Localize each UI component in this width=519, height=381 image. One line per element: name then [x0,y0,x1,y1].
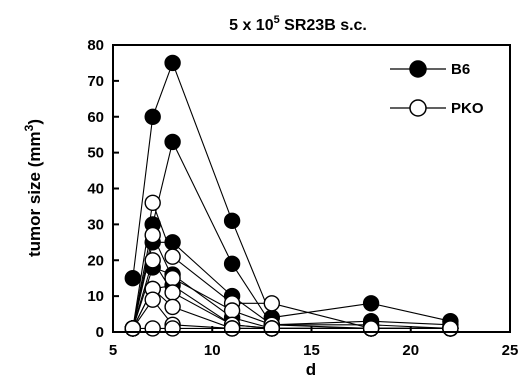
legend-label-b6: B6 [451,61,470,78]
point-b6 [164,54,181,72]
point-b6 [144,108,161,126]
point-pko [164,320,181,337]
series-line-b6-2 [132,140,451,329]
y-tick-label: 10 [87,288,104,305]
point-b6 [164,234,181,251]
point-pko [223,302,241,319]
point-pko [164,270,181,287]
point-pko [144,194,161,212]
y-tick-label: 40 [87,181,104,198]
point-pko [144,291,161,308]
point-pko [442,320,459,337]
y-tick-label: 50 [87,145,104,162]
point-pko [144,252,161,269]
series-lines [132,61,451,329]
y-tick-label: 60 [87,109,104,126]
point-pko [164,298,181,316]
y-tick-label: 80 [87,37,104,54]
y-tick-label: 70 [87,73,104,90]
point-pko [164,284,181,301]
point-b6 [164,133,181,151]
point-pko [164,248,181,265]
point-b6 [223,212,241,230]
y-tick-label: 0 [96,324,104,341]
point-pko [144,320,161,337]
legend: B6 PKO [390,60,484,117]
x-tick-label: 5 [109,342,117,359]
legend-label-pko: PKO [451,100,484,117]
point-pko [124,320,142,337]
y-axis-label: tumor size (mm3) [22,119,44,257]
point-b6 [223,255,241,272]
markers [124,54,459,337]
x-tick-label: 20 [402,342,419,359]
point-pko [144,226,161,244]
y-tick-label: 30 [87,216,104,233]
point-b6 [362,295,380,312]
x-tick-label: 10 [204,342,221,359]
tick-labels: 5 10 15 20 25 0 10 20 30 40 50 60 70 80 [87,37,518,359]
point-pko [263,320,280,337]
y-tick-label: 20 [87,252,104,269]
plot-frame [112,44,511,333]
legend-marker-b6 [409,60,427,78]
point-pko [223,320,241,337]
x-tick-label: 25 [502,342,519,359]
x-axis-label: d [306,360,316,379]
x-tick-label: 15 [303,342,320,359]
legend-marker-pko [409,99,427,117]
point-b6 [124,270,142,287]
point-pko [263,295,280,312]
point-pko [362,320,380,337]
chart-title: 5 x 105 SR23B s.c. [229,14,367,34]
